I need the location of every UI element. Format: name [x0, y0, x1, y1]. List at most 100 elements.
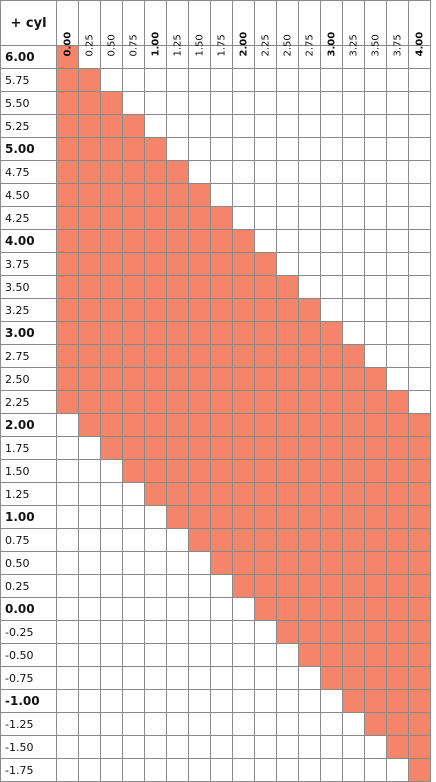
filled-cell [386, 482, 409, 506]
empty-cell [166, 689, 189, 713]
row-header: 0.75 [0, 528, 57, 552]
table-row: 4.75 [0, 160, 431, 184]
row-header: -0.50 [0, 643, 57, 667]
empty-cell [144, 528, 167, 552]
table-row: 0.50 [0, 551, 431, 575]
empty-cell [144, 620, 167, 644]
filled-cell [100, 114, 123, 138]
filled-cell [166, 367, 189, 391]
empty-cell [386, 91, 409, 115]
filled-cell [188, 206, 211, 230]
empty-cell [100, 620, 123, 644]
filled-cell [342, 482, 365, 506]
empty-cell [78, 712, 101, 736]
empty-cell [122, 666, 145, 690]
empty-cell [364, 137, 387, 161]
empty-cell [298, 160, 321, 184]
filled-cell [276, 298, 299, 322]
table-row: 2.50 [0, 367, 431, 391]
empty-cell [210, 91, 233, 115]
empty-cell [254, 735, 277, 759]
empty-cell [232, 597, 255, 621]
empty-cell [210, 68, 233, 92]
column-header: 2.50 [276, 0, 299, 57]
filled-cell [320, 390, 343, 414]
empty-cell [298, 114, 321, 138]
empty-cell [210, 597, 233, 621]
empty-cell [320, 160, 343, 184]
filled-cell [56, 252, 79, 276]
empty-cell [188, 597, 211, 621]
empty-cell [276, 137, 299, 161]
filled-cell [320, 620, 343, 644]
filled-cell [254, 574, 277, 598]
filled-cell [298, 482, 321, 506]
empty-cell [56, 735, 79, 759]
filled-cell [408, 712, 431, 736]
filled-cell [78, 137, 101, 161]
empty-cell [408, 229, 431, 253]
empty-cell [166, 68, 189, 92]
column-header-label: 1.25 [172, 34, 183, 57]
column-header: 2.75 [298, 0, 321, 57]
empty-cell [320, 275, 343, 299]
filled-cell [122, 321, 145, 345]
filled-cell [342, 620, 365, 644]
filled-cell [188, 344, 211, 368]
filled-cell [232, 436, 255, 460]
filled-cell [210, 321, 233, 345]
empty-cell [144, 68, 167, 92]
empty-cell [100, 574, 123, 598]
column-header-label: 0.25 [84, 34, 95, 57]
empty-cell [364, 758, 387, 782]
table-row: 1.75 [0, 436, 431, 460]
empty-cell [188, 137, 211, 161]
empty-cell [320, 712, 343, 736]
filled-cell [364, 597, 387, 621]
filled-cell [122, 275, 145, 299]
filled-cell [232, 574, 255, 598]
filled-cell [100, 206, 123, 230]
filled-cell [122, 206, 145, 230]
filled-cell [166, 298, 189, 322]
empty-cell [78, 735, 101, 759]
filled-cell [166, 459, 189, 483]
filled-cell [342, 436, 365, 460]
filled-cell [364, 505, 387, 529]
filled-cell [408, 597, 431, 621]
empty-cell [320, 689, 343, 713]
row-header: 4.25 [0, 206, 57, 230]
empty-cell [56, 505, 79, 529]
empty-cell [386, 160, 409, 184]
empty-cell [254, 758, 277, 782]
column-header: 0.25 [78, 0, 101, 57]
filled-cell [232, 229, 255, 253]
column-header-label: 0.50 [106, 34, 117, 57]
row-header: 2.75 [0, 344, 57, 368]
filled-cell [342, 689, 365, 713]
empty-cell [364, 68, 387, 92]
filled-cell [100, 137, 123, 161]
empty-cell [144, 666, 167, 690]
empty-cell [386, 252, 409, 276]
empty-cell [210, 620, 233, 644]
empty-cell [386, 321, 409, 345]
row-header: 3.75 [0, 252, 57, 276]
filled-cell [56, 160, 79, 184]
filled-cell [188, 275, 211, 299]
empty-cell [56, 666, 79, 690]
filled-cell [298, 643, 321, 667]
filled-cell [364, 712, 387, 736]
filled-cell [364, 689, 387, 713]
empty-cell [364, 183, 387, 207]
empty-cell [276, 160, 299, 184]
empty-cell [320, 206, 343, 230]
column-header: 3.50 [364, 0, 387, 57]
filled-cell [298, 505, 321, 529]
empty-cell [276, 252, 299, 276]
empty-cell [56, 643, 79, 667]
empty-cell [320, 735, 343, 759]
empty-cell [254, 620, 277, 644]
filled-cell [166, 390, 189, 414]
empty-cell [210, 114, 233, 138]
